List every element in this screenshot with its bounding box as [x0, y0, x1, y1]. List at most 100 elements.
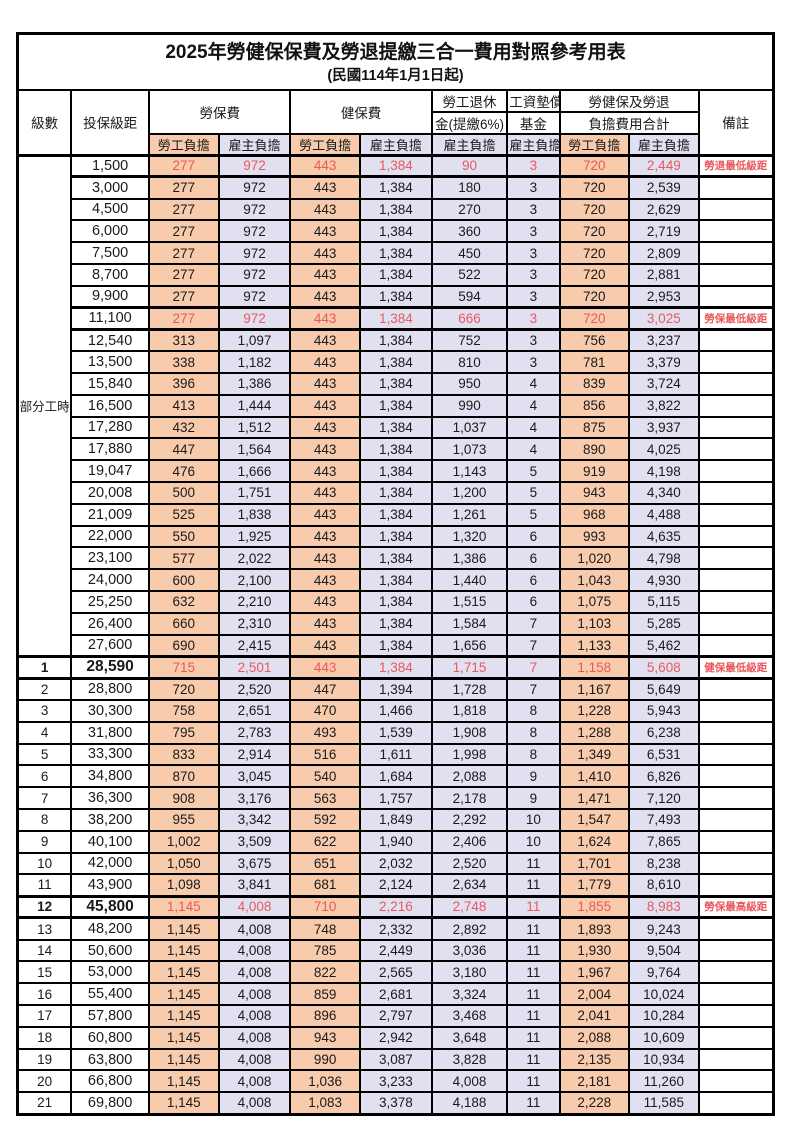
- col-header-wage-fund-line1: 工資墊償: [506, 88, 561, 113]
- table-row: 21,009 525 1,838 443 1,384 1,261 5 968 4,488: [18, 502, 775, 527]
- wage-fund-employer-cell: 3: [506, 197, 561, 222]
- salary-bracket-cell: 60,800: [70, 1025, 151, 1050]
- total-employee-cell: 1,228: [558, 698, 631, 723]
- level-cell: 11: [16, 873, 73, 898]
- table-row: 13,500 338 1,182 443 1,384 810 3 781 3,379: [18, 350, 775, 374]
- table-row: 7 36,300 908 3,176 563 1,757 2,178 9 1,471 7,120: [16, 786, 775, 810]
- health-employer-cell: 1,384: [358, 175, 433, 200]
- table-row: 9,900 277 972 443 1,384 594 3 720 2,953: [18, 284, 775, 309]
- labor-employee-cell: 795: [148, 720, 220, 745]
- labor-employer-cell: 3,841: [217, 873, 292, 898]
- health-employee-cell: 443: [289, 284, 361, 309]
- wage-fund-employer-cell: 10: [506, 807, 561, 832]
- wage-fund-employer-cell: 6: [506, 589, 561, 614]
- level-cell: 8: [16, 807, 73, 832]
- table-row: 27,600 690 2,415 443 1,384 1,656 7 1,133 5,462: [18, 633, 775, 658]
- total-employer-cell: 2,881: [628, 262, 700, 287]
- table-row: 19 63,800 1,145 4,008 990 3,087 3,828 11 2,135 10…: [16, 1047, 775, 1072]
- note-cell: [697, 720, 775, 745]
- health-employer-cell: 2,449: [358, 938, 433, 963]
- salary-bracket-cell: 34,800: [70, 764, 151, 789]
- health-employer-cell: 2,216: [358, 894, 433, 920]
- total-employer-cell: 10,934: [628, 1047, 700, 1072]
- total-employer-cell: 3,379: [628, 350, 700, 374]
- health-employee-cell: 443: [289, 568, 361, 592]
- pension-employer-cell: 594: [430, 284, 509, 309]
- labor-employee-cell: 1,145: [148, 982, 220, 1007]
- health-employee-cell: 443: [289, 654, 361, 680]
- labor-employee-cell: 277: [148, 262, 220, 287]
- note-cell: 勞保最高級距: [697, 894, 775, 920]
- labor-employer-cell: 2,501: [217, 654, 292, 680]
- salary-bracket-cell: 40,100: [70, 829, 151, 854]
- level-cell: 7: [16, 786, 73, 810]
- total-employer-cell: 4,930: [628, 568, 700, 592]
- note-cell: [697, 459, 775, 483]
- salary-bracket-cell: 17,280: [70, 415, 151, 440]
- total-employer-cell: 4,340: [628, 480, 700, 505]
- level-cell: 4: [16, 720, 73, 745]
- labor-employer-cell: 4,008: [217, 894, 292, 920]
- total-employer-cell: 11,585: [628, 1091, 700, 1116]
- level-cell: 12: [16, 894, 73, 920]
- level-cell: 3: [16, 698, 73, 723]
- labor-employer-cell: 972: [217, 219, 292, 244]
- pension-employer-cell: 3,648: [430, 1025, 509, 1050]
- note-cell: [697, 546, 775, 571]
- total-employee-cell: 720: [558, 219, 631, 244]
- total-employee-cell: 1,471: [558, 786, 631, 810]
- wage-fund-employer-cell: 11: [506, 894, 561, 920]
- total-employer-cell: 5,943: [628, 698, 700, 723]
- health-employer-cell: 1,384: [358, 219, 433, 244]
- salary-bracket-cell: 6,000: [70, 219, 151, 244]
- pension-employer-cell: 3,180: [430, 960, 509, 985]
- total-employee-cell: 1,410: [558, 764, 631, 789]
- note-cell: [697, 589, 775, 614]
- wage-fund-employer-cell: 11: [506, 960, 561, 985]
- note-cell: [697, 938, 775, 963]
- table-row: 5 33,300 833 2,914 516 1,611 1,998 8 1,349 6,531: [16, 742, 775, 767]
- pension-employer-cell: 950: [430, 371, 509, 396]
- health-employer-cell: 2,032: [358, 851, 433, 876]
- pension-employer-cell: 1,200: [430, 480, 509, 505]
- col-header-note: 備註: [697, 88, 775, 156]
- total-employee-cell: 781: [558, 350, 631, 374]
- pension-employer-cell: 3,324: [430, 982, 509, 1007]
- total-employer-cell: 7,493: [628, 807, 700, 832]
- pension-employer-cell: 1,656: [430, 633, 509, 658]
- health-employee-cell: 443: [289, 437, 361, 462]
- salary-bracket-cell: 42,000: [70, 851, 151, 876]
- health-employer-cell: 1,940: [358, 829, 433, 854]
- labor-employer-cell: 4,008: [217, 1025, 292, 1050]
- health-employer-cell: 2,797: [358, 1004, 433, 1028]
- labor-employer-cell: 2,415: [217, 633, 292, 658]
- level-cell: 6: [16, 764, 73, 789]
- note-cell: [697, 1025, 775, 1050]
- total-employer-cell: 4,488: [628, 502, 700, 527]
- total-employee-cell: 720: [558, 197, 631, 222]
- labor-employer-cell: 972: [217, 306, 292, 331]
- pension-employer-cell: 1,584: [430, 611, 509, 636]
- salary-bracket-cell: 28,590: [70, 654, 151, 680]
- health-employee-cell: 1,083: [289, 1091, 361, 1116]
- table-row: 26,400 660 2,310 443 1,384 1,584 7 1,103 5,285: [18, 611, 775, 636]
- health-employer-cell: 1,384: [358, 459, 433, 483]
- salary-bracket-cell: 66,800: [70, 1069, 151, 1094]
- health-employee-cell: 1,036: [289, 1069, 361, 1094]
- table-row: 16 55,400 1,145 4,008 859 2,681 3,324 11 2,004 10…: [16, 982, 775, 1007]
- wage-fund-employer-cell: 7: [506, 611, 561, 636]
- total-employee-cell: 1,349: [558, 742, 631, 767]
- total-employer-cell: 9,764: [628, 960, 700, 985]
- wage-fund-employer-cell: 11: [506, 938, 561, 963]
- total-employer-cell: 8,238: [628, 851, 700, 876]
- note-cell: [697, 677, 775, 701]
- note-cell: [697, 262, 775, 287]
- note-cell: [697, 437, 775, 462]
- health-employee-cell: 443: [289, 153, 361, 179]
- labor-employer-cell: 2,022: [217, 546, 292, 571]
- health-employer-cell: 3,378: [358, 1091, 433, 1116]
- total-employer-cell: 4,198: [628, 459, 700, 483]
- pension-employer-cell: 450: [430, 241, 509, 265]
- wage-fund-employer-cell: 9: [506, 786, 561, 810]
- health-employee-cell: 443: [289, 502, 361, 527]
